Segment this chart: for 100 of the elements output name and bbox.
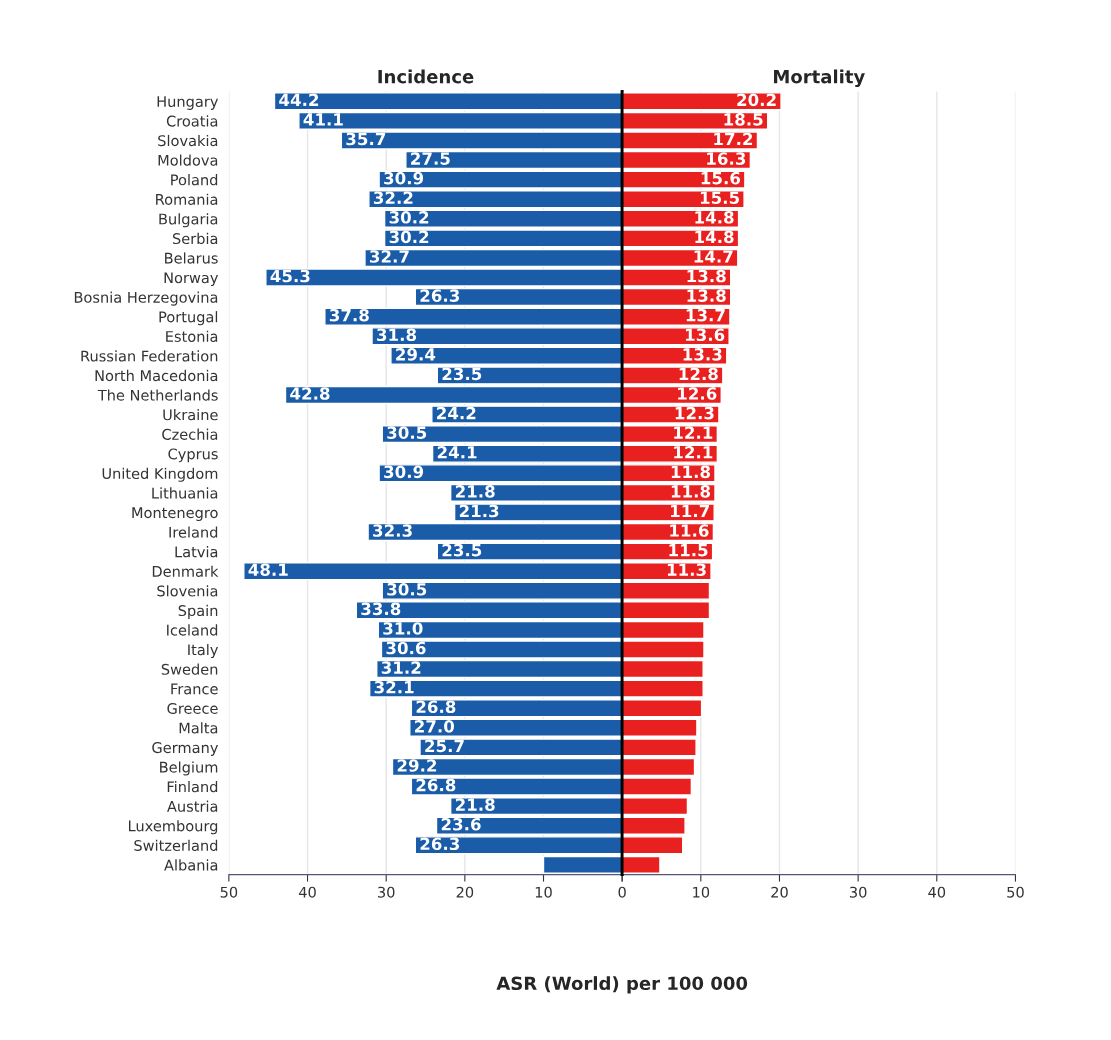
data-label: 30.5 xyxy=(387,582,427,596)
y-tick-label: Latvia xyxy=(175,546,218,558)
data-label: 21.3 xyxy=(459,504,499,518)
data-label: 26.3 xyxy=(420,837,460,851)
y-tick-label: Norway xyxy=(164,272,219,287)
data-label: 48.1 xyxy=(248,563,288,577)
y-tick-label: Finland xyxy=(167,781,218,793)
data-label: 11.5 xyxy=(669,544,708,557)
x-tick-label: 10 xyxy=(535,886,552,898)
y-tick-label: Greece xyxy=(167,702,218,714)
data-label: 23.5 xyxy=(442,367,482,381)
data-label: 30.6 xyxy=(386,641,426,655)
data-label: 31.8 xyxy=(377,328,417,342)
data-label: 45.3 xyxy=(270,269,310,283)
y-tick-label: Slovakia xyxy=(158,134,218,147)
data-label: 44.2 xyxy=(279,93,319,106)
data-label: 11.8 xyxy=(671,485,711,498)
x-tick-label: 10 xyxy=(693,886,710,898)
y-tick-label: United Kingdom xyxy=(102,467,218,482)
data-label: 12.6 xyxy=(678,387,717,400)
y-tick-label: Montenegro xyxy=(132,507,218,522)
y-tick-label: Cyprus xyxy=(168,448,218,463)
data-label: 20.2 xyxy=(737,93,776,107)
data-label: 32.2 xyxy=(373,191,413,205)
y-tick-label: Romania xyxy=(156,193,218,205)
data-label: 14.8 xyxy=(695,230,734,244)
data-label: 32.3 xyxy=(373,524,412,537)
data-label: 13.8 xyxy=(687,269,726,283)
x-tick-label: 40 xyxy=(928,886,946,898)
data-label: 41.1 xyxy=(303,113,343,126)
y-tick-label: Bulgaria xyxy=(159,213,218,228)
data-label: 27.5 xyxy=(411,152,450,165)
data-label: 23.5 xyxy=(442,543,482,557)
y-tick-label: The Netherlands xyxy=(97,389,218,401)
y-tick-label: Luxembourg xyxy=(128,820,218,835)
y-tick-label: Belgium xyxy=(160,761,218,776)
y-tick-label: Lithuania xyxy=(152,487,218,499)
data-label: 27.0 xyxy=(415,720,455,733)
y-tick-label: Croatia xyxy=(166,115,218,127)
data-label: 11.8 xyxy=(671,465,711,479)
data-label: 26.8 xyxy=(416,700,456,714)
data-label: 26.8 xyxy=(416,778,456,792)
data-label: 13.8 xyxy=(687,289,726,302)
y-tick-label: Russian Federation xyxy=(81,350,218,362)
y-tick-label: France xyxy=(171,683,218,695)
data-label: 31.2 xyxy=(381,661,421,674)
data-label: 11.3 xyxy=(667,563,706,577)
data-label: 30.9 xyxy=(384,465,424,479)
data-label: 15.6 xyxy=(701,171,741,185)
data-label: 15.5 xyxy=(700,191,739,205)
y-tick-label: Ukraine xyxy=(163,409,218,421)
data-label: 14.7 xyxy=(694,250,733,263)
x-tick-label: 30 xyxy=(378,886,395,898)
x-tick-label: 50 xyxy=(1007,886,1024,898)
y-tick-label: Hungary xyxy=(157,96,219,110)
data-label: 37.8 xyxy=(329,308,369,322)
data-label: 32.7 xyxy=(369,250,409,263)
x-tick-label: 0 xyxy=(618,886,626,898)
y-tick-label: Portugal xyxy=(159,311,218,326)
x-axis-title: ASR (World) per 100 000 xyxy=(496,976,748,994)
data-label: 18.5 xyxy=(724,113,763,126)
data-label: 35.7 xyxy=(346,132,386,146)
data-label: 32.1 xyxy=(374,680,414,694)
data-label: 12.1 xyxy=(674,426,713,439)
y-tick-label: Austria xyxy=(167,800,218,812)
data-label: 21.8 xyxy=(455,485,495,498)
data-label: 33.8 xyxy=(361,602,401,616)
y-tick-label: Czechia xyxy=(162,428,218,440)
data-label: 12.3 xyxy=(675,406,714,420)
data-label: 14.8 xyxy=(695,211,734,224)
y-tick-label: Iceland xyxy=(167,624,218,636)
chart-title: Mortality xyxy=(774,69,865,88)
data-label: 24.2 xyxy=(437,406,476,420)
y-tick-label: Serbia xyxy=(172,232,218,245)
data-label: 13.3 xyxy=(683,348,722,361)
y-tick-label: Bosnia Herzegovina xyxy=(74,291,218,306)
data-label: 11.7 xyxy=(671,504,709,518)
data-label: 31.0 xyxy=(383,622,423,635)
y-tick-label: Germany xyxy=(152,742,219,756)
data-label: 21.8 xyxy=(455,798,495,811)
data-label: 17.2 xyxy=(714,132,753,146)
data-label: 12.8 xyxy=(679,367,718,381)
y-tick-label: Denmark xyxy=(152,565,219,577)
data-label: 30.9 xyxy=(384,171,424,185)
x-tick-label: 20 xyxy=(771,886,788,898)
data-label: 29.2 xyxy=(397,759,437,772)
y-tick-label: North Macedonia xyxy=(95,369,218,382)
y-tick-label: Poland xyxy=(171,174,218,186)
data-label: 26.3 xyxy=(420,289,460,302)
data-label: 30.2 xyxy=(389,211,429,224)
y-tick-label: Sweden xyxy=(161,663,218,675)
x-tick-label: 20 xyxy=(456,886,474,898)
y-tick-label: Malta xyxy=(179,722,218,734)
data-label: 42.8 xyxy=(290,387,330,400)
y-tick-label: Estonia xyxy=(166,330,218,342)
x-tick-label: 30 xyxy=(849,886,867,898)
x-tick-label: 50 xyxy=(220,886,238,898)
y-tick-label: Italy xyxy=(188,643,219,659)
x-tick-label: 40 xyxy=(298,886,316,898)
y-tick-label: Ireland xyxy=(169,526,218,538)
